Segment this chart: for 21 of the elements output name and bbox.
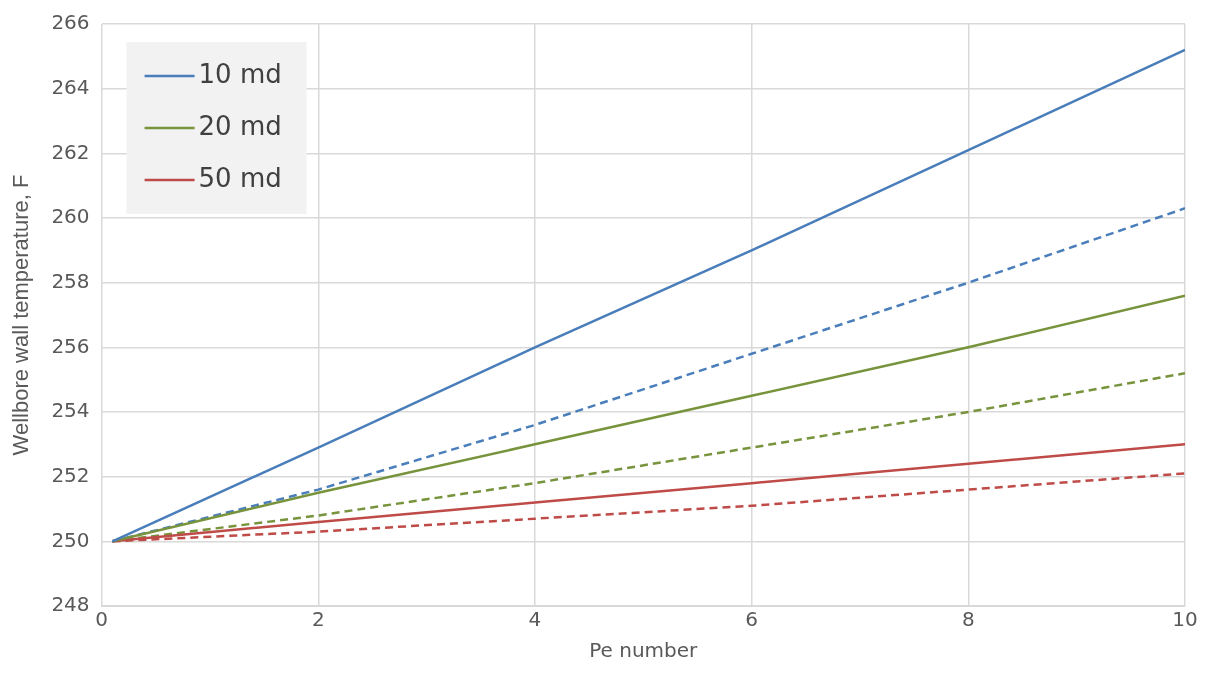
legend-label: 10 md [198, 58, 282, 89]
y-axis-title: Wellbore wall temperature, F [8, 174, 34, 456]
y-tick-label: 250 [51, 527, 90, 552]
y-tick-label: 258 [51, 268, 90, 293]
x-tick-label: 4 [528, 607, 542, 632]
y-tick-label: 252 [51, 462, 90, 487]
y-tick-label: 260 [51, 204, 90, 229]
y-tick-label: 248 [51, 592, 90, 617]
x-tick-label: 2 [311, 607, 325, 632]
x-tick-label: 0 [95, 607, 108, 632]
x-tick-label: 8 [961, 607, 975, 632]
x-axis-title: Pe number [589, 638, 699, 663]
legend-label: 50 md [198, 162, 282, 193]
y-tick-label: 264 [51, 74, 90, 99]
x-tick-label: 10 [1172, 607, 1198, 632]
y-tick-label: 254 [51, 398, 90, 423]
y-tick-label: 266 [51, 10, 90, 35]
y-tick-label: 262 [51, 139, 90, 164]
x-tick-label: 6 [745, 607, 758, 632]
legend-label: 20 md [198, 110, 282, 141]
y-tick-label: 256 [51, 333, 90, 358]
